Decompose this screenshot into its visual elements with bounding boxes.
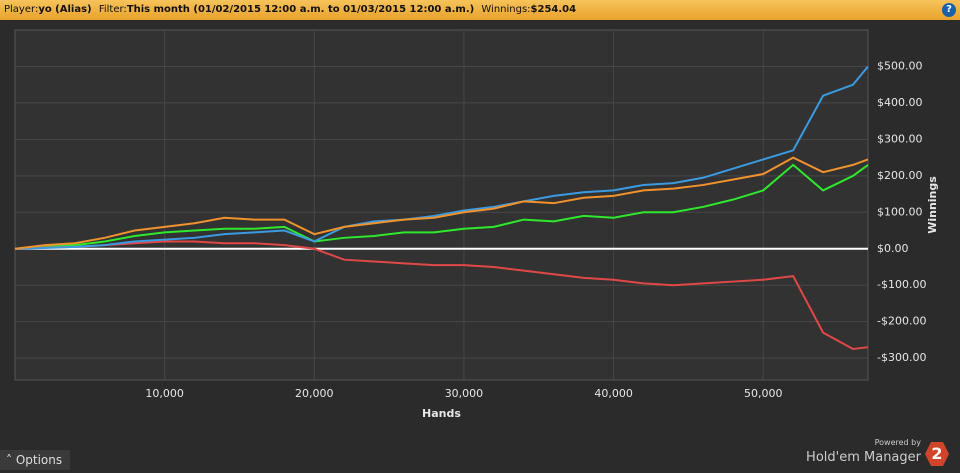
y-axis-label: Winnings (926, 176, 939, 234)
winnings-value: $254.04 (530, 4, 577, 15)
x-tick-label: 50,000 (744, 387, 783, 400)
series-line (14, 163, 869, 250)
player-label: Player: (4, 4, 39, 15)
y-tick-label: $100.00 (877, 205, 923, 218)
filter-label: Filter: (98, 4, 127, 15)
x-axis-label: Hands (422, 407, 461, 420)
y-tick-label: $200.00 (877, 169, 923, 182)
y-tick-label: $400.00 (877, 96, 923, 109)
y-tick-label: $300.00 (877, 132, 923, 145)
plot-area (14, 29, 869, 381)
winnings-label: Winnings: (481, 4, 531, 15)
y-tick-label: $0.00 (877, 242, 909, 255)
series-line (14, 156, 869, 250)
header-bar: Player:yo (Alias) Filter:This month (01/… (0, 0, 960, 20)
y-tick-label: $500.00 (877, 59, 923, 72)
x-tick-label: 30,000 (445, 387, 484, 400)
brand-name: Hold'em Manager (806, 450, 921, 465)
x-tick-label: 40,000 (594, 387, 633, 400)
y-tick-label: -$100.00 (877, 278, 926, 291)
chart: -$300.00 -$200.00 -$100.00 $0.00 $100.00 $200… (14, 29, 939, 420)
help-button[interactable]: ? (942, 3, 956, 17)
player-value: yo (Alias) (38, 4, 92, 15)
brand-logo: 2 (925, 442, 949, 466)
x-tick-label: 10,000 (145, 387, 184, 400)
options-button[interactable]: ˄ Options (0, 450, 70, 470)
y-tick-label: -$200.00 (877, 315, 926, 328)
x-tick-label: 20,000 (295, 387, 334, 400)
filter-value: This month (01/02/2015 12:00 a.m. to 01/… (126, 4, 475, 15)
series-line (14, 65, 869, 250)
series-line (14, 240, 869, 351)
powered-by: Powered by (874, 438, 921, 447)
y-tick-label: -$300.00 (877, 351, 926, 364)
options-label: Options (15, 453, 63, 467)
branding: Powered by Hold'em Manager 2 (795, 438, 955, 470)
